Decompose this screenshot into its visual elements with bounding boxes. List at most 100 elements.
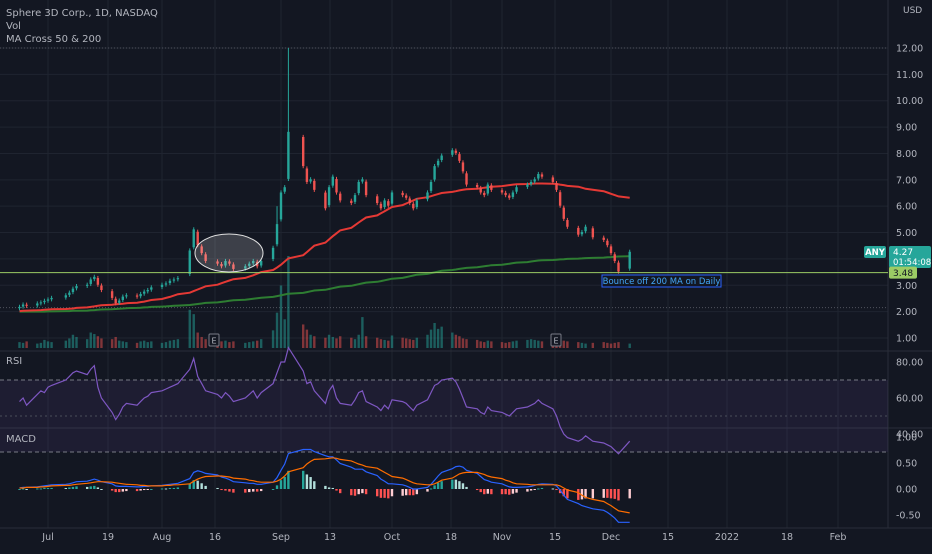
volume-bar[interactable] bbox=[515, 340, 518, 348]
macd-histogram-bar[interactable] bbox=[327, 487, 331, 489]
macd-histogram-bar[interactable] bbox=[64, 487, 68, 489]
macd-histogram-bar[interactable] bbox=[160, 488, 164, 490]
volume-bar[interactable] bbox=[408, 339, 411, 348]
macd-histogram-bar[interactable] bbox=[504, 489, 507, 495]
candle-body[interactable] bbox=[537, 174, 540, 179]
candle-body[interactable] bbox=[21, 304, 25, 307]
candle-body[interactable] bbox=[479, 187, 482, 193]
volume-bar[interactable] bbox=[204, 339, 207, 348]
volume-bar[interactable] bbox=[256, 340, 259, 348]
volume-bar[interactable] bbox=[364, 336, 368, 348]
macd-histogram-bar[interactable] bbox=[150, 489, 153, 490]
candle-body[interactable] bbox=[18, 306, 21, 309]
macd-line[interactable] bbox=[19, 448, 630, 523]
macd-histogram-bar[interactable] bbox=[361, 489, 364, 494]
volume-bar[interactable] bbox=[271, 330, 275, 348]
volume-bar[interactable] bbox=[168, 340, 172, 348]
candle-body[interactable] bbox=[613, 254, 616, 262]
macd-histogram-bar[interactable] bbox=[114, 489, 117, 493]
candle-body[interactable] bbox=[454, 150, 458, 153]
volume-bar[interactable] bbox=[591, 342, 595, 348]
macd-histogram-bar[interactable] bbox=[252, 489, 255, 492]
volume-bar[interactable] bbox=[279, 285, 283, 348]
candle-body[interactable] bbox=[387, 201, 390, 206]
candle-body[interactable] bbox=[408, 198, 411, 204]
macd-histogram-bar[interactable] bbox=[415, 489, 419, 495]
candle-body[interactable] bbox=[504, 192, 507, 196]
macd-histogram-bar[interactable] bbox=[479, 489, 482, 493]
volume-bar[interactable] bbox=[454, 334, 458, 348]
candle-body[interactable] bbox=[383, 200, 386, 208]
volume-bar[interactable] bbox=[500, 342, 504, 348]
volume-bar[interactable] bbox=[96, 336, 100, 348]
candle-body[interactable] bbox=[75, 286, 78, 289]
volume-bar[interactable] bbox=[429, 329, 433, 348]
macd-histogram-bar[interactable] bbox=[200, 483, 203, 489]
volume-bar[interactable] bbox=[150, 341, 153, 348]
macd-histogram-bar[interactable] bbox=[339, 489, 342, 494]
candle-body[interactable] bbox=[562, 207, 565, 219]
candle-body[interactable] bbox=[305, 168, 309, 182]
macd-histogram-bar[interactable] bbox=[313, 481, 316, 489]
macd-histogram-bar[interactable] bbox=[96, 487, 100, 489]
volume-bar[interactable] bbox=[353, 339, 357, 348]
macd-histogram-bar[interactable] bbox=[256, 489, 259, 492]
candle-body[interactable] bbox=[64, 295, 68, 298]
macd-histogram-bar[interactable] bbox=[387, 489, 390, 499]
candle-body[interactable] bbox=[302, 136, 305, 167]
volume-bar[interactable] bbox=[577, 342, 580, 348]
macd-histogram-bar[interactable] bbox=[275, 485, 279, 489]
macd-histogram-bar[interactable] bbox=[71, 486, 75, 489]
candle-body[interactable] bbox=[540, 174, 544, 177]
ma-cross-legend[interactable]: MA Cross 50 & 200 bbox=[6, 34, 102, 45]
volume-bar[interactable] bbox=[259, 339, 263, 348]
volume-bar[interactable] bbox=[361, 317, 364, 348]
volume-bar[interactable] bbox=[228, 342, 231, 348]
volume-bar[interactable] bbox=[461, 338, 465, 348]
macd-histogram-bar[interactable] bbox=[305, 474, 309, 489]
macd-histogram-bar[interactable] bbox=[433, 485, 436, 489]
macd-histogram-bar[interactable] bbox=[283, 477, 286, 489]
macd-histogram-bar[interactable] bbox=[335, 489, 338, 491]
candle-body[interactable] bbox=[68, 292, 71, 295]
earnings-marker[interactable] bbox=[550, 333, 562, 347]
volume-bar[interactable] bbox=[451, 332, 454, 348]
volume-bar[interactable] bbox=[412, 339, 415, 348]
macd-histogram-bar[interactable] bbox=[379, 489, 383, 498]
candle-body[interactable] bbox=[135, 295, 139, 297]
candle-body[interactable] bbox=[46, 299, 50, 301]
macd-histogram-bar[interactable] bbox=[100, 489, 103, 490]
candle-body[interactable] bbox=[379, 203, 383, 209]
candle-body[interactable] bbox=[168, 280, 172, 284]
candle-body[interactable] bbox=[361, 179, 364, 182]
candle-body[interactable] bbox=[142, 291, 146, 294]
volume-bar[interactable] bbox=[118, 340, 121, 348]
candle-body[interactable] bbox=[339, 193, 342, 201]
macd-histogram-bar[interactable] bbox=[429, 488, 433, 490]
volume-bar[interactable] bbox=[164, 342, 168, 348]
volume-bar[interactable] bbox=[458, 336, 461, 348]
volume-bar[interactable] bbox=[64, 340, 68, 348]
volume-bar[interactable] bbox=[309, 334, 312, 348]
candle-body[interactable] bbox=[139, 293, 142, 297]
volume-bar[interactable] bbox=[71, 334, 75, 348]
volume-bar[interactable] bbox=[339, 336, 342, 348]
candle-body[interactable] bbox=[609, 246, 613, 254]
macd-histogram-bar[interactable] bbox=[486, 489, 490, 494]
candle-body[interactable] bbox=[309, 179, 312, 182]
rsi-line[interactable] bbox=[19, 346, 631, 455]
volume-bar[interactable] bbox=[188, 309, 191, 348]
volume-bar[interactable] bbox=[313, 336, 316, 348]
volume-bar[interactable] bbox=[18, 342, 21, 348]
candle-body[interactable] bbox=[461, 162, 465, 172]
candle-body[interactable] bbox=[436, 160, 440, 166]
volume-bar[interactable] bbox=[584, 343, 587, 348]
candle-body[interactable] bbox=[287, 131, 290, 179]
macd-histogram-bar[interactable] bbox=[248, 489, 251, 493]
volume-bar[interactable] bbox=[479, 341, 482, 348]
volume-legend[interactable]: Vol bbox=[6, 21, 21, 32]
volume-bar[interactable] bbox=[562, 340, 565, 348]
candle-body[interactable] bbox=[204, 254, 207, 262]
candle-body[interactable] bbox=[628, 251, 631, 269]
volume-bar[interactable] bbox=[335, 338, 338, 348]
